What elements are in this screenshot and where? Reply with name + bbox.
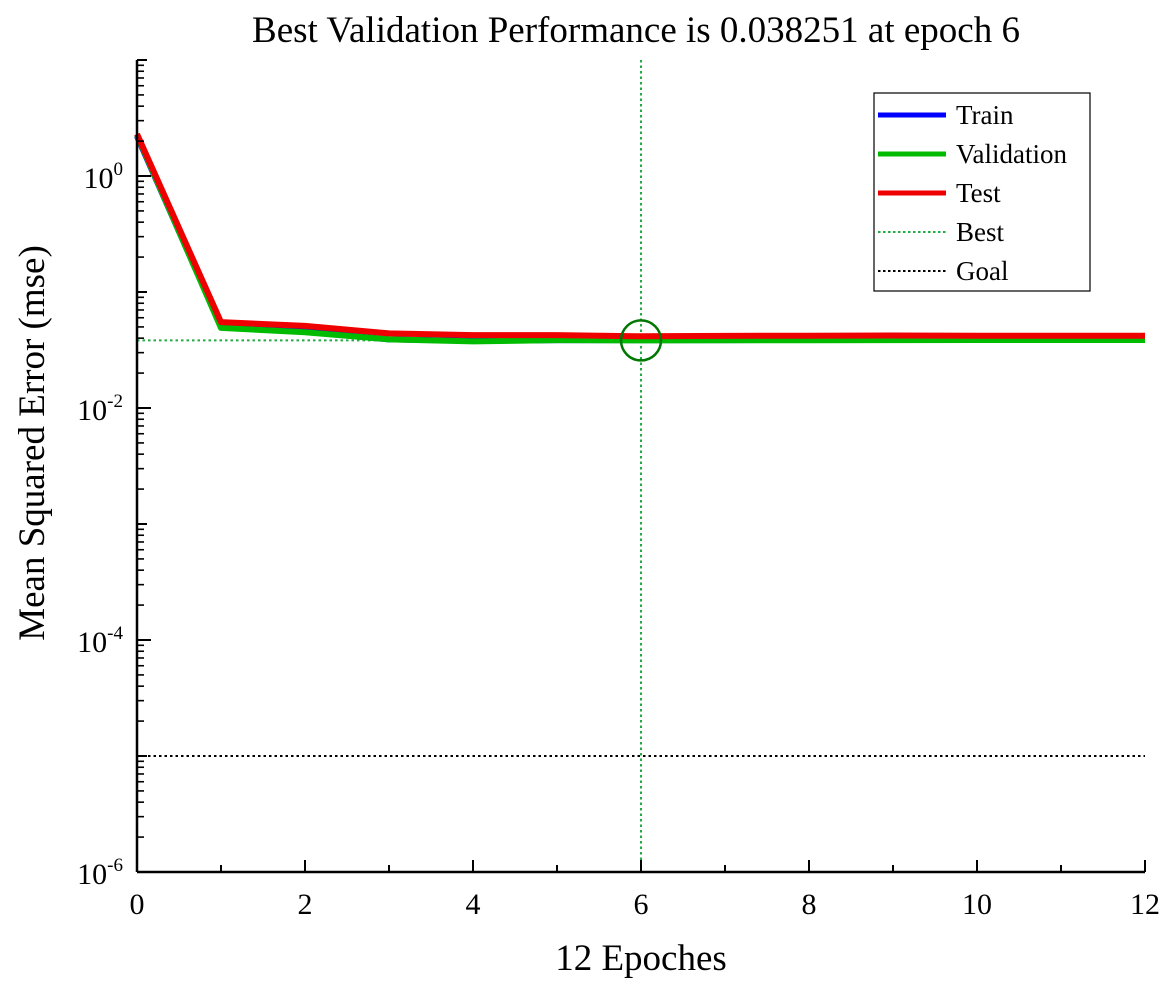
x-tick-label: 4 bbox=[466, 888, 481, 921]
x-axis: 0 2 4 6 8 10 12 bbox=[130, 860, 1160, 921]
plot-area bbox=[134, 60, 1145, 872]
y-tick-base: 10 bbox=[84, 162, 114, 195]
legend-label-train: Train bbox=[956, 100, 1014, 130]
y-tick-exponent: -6 bbox=[107, 855, 123, 876]
legend-label-goal: Goal bbox=[956, 256, 1008, 286]
y-tick-exponent: -4 bbox=[107, 623, 123, 644]
y-tick-base: 10 bbox=[77, 394, 107, 427]
y-tick-base: 10 bbox=[77, 858, 107, 891]
y-tick-label: 10-4 bbox=[77, 623, 123, 659]
x-tick-label: 10 bbox=[962, 888, 992, 921]
y-axis-label: Mean Squared Error (mse) bbox=[12, 245, 53, 641]
x-tick-label: 12 bbox=[1130, 888, 1160, 921]
y-tick-exponent: -2 bbox=[107, 391, 123, 412]
x-tick-label: 8 bbox=[802, 888, 817, 921]
y-tick-label: 10-6 bbox=[77, 855, 123, 891]
legend-label-best: Best bbox=[956, 217, 1005, 247]
series-line-test bbox=[134, 132, 1145, 340]
x-tick-label: 2 bbox=[298, 888, 313, 921]
x-tick-label: 0 bbox=[130, 888, 145, 921]
series-line-validation bbox=[134, 133, 1145, 345]
y-tick-label: 100 bbox=[84, 159, 124, 195]
x-tick-label: 6 bbox=[634, 888, 649, 921]
chart-title: Best Validation Performance is 0.038251 … bbox=[252, 10, 1020, 51]
legend: Train Validation Test Best Goal bbox=[873, 92, 1091, 292]
legend-label-test: Test bbox=[956, 178, 1001, 208]
x-axis-label: 12 Epoches bbox=[555, 938, 727, 979]
y-tick-base: 10 bbox=[77, 626, 107, 659]
y-tick-exponent: 0 bbox=[114, 159, 124, 180]
best-marker-circle bbox=[619, 319, 663, 362]
legend-label-validation: Validation bbox=[956, 139, 1067, 169]
y-tick-label: 10-2 bbox=[77, 391, 123, 427]
